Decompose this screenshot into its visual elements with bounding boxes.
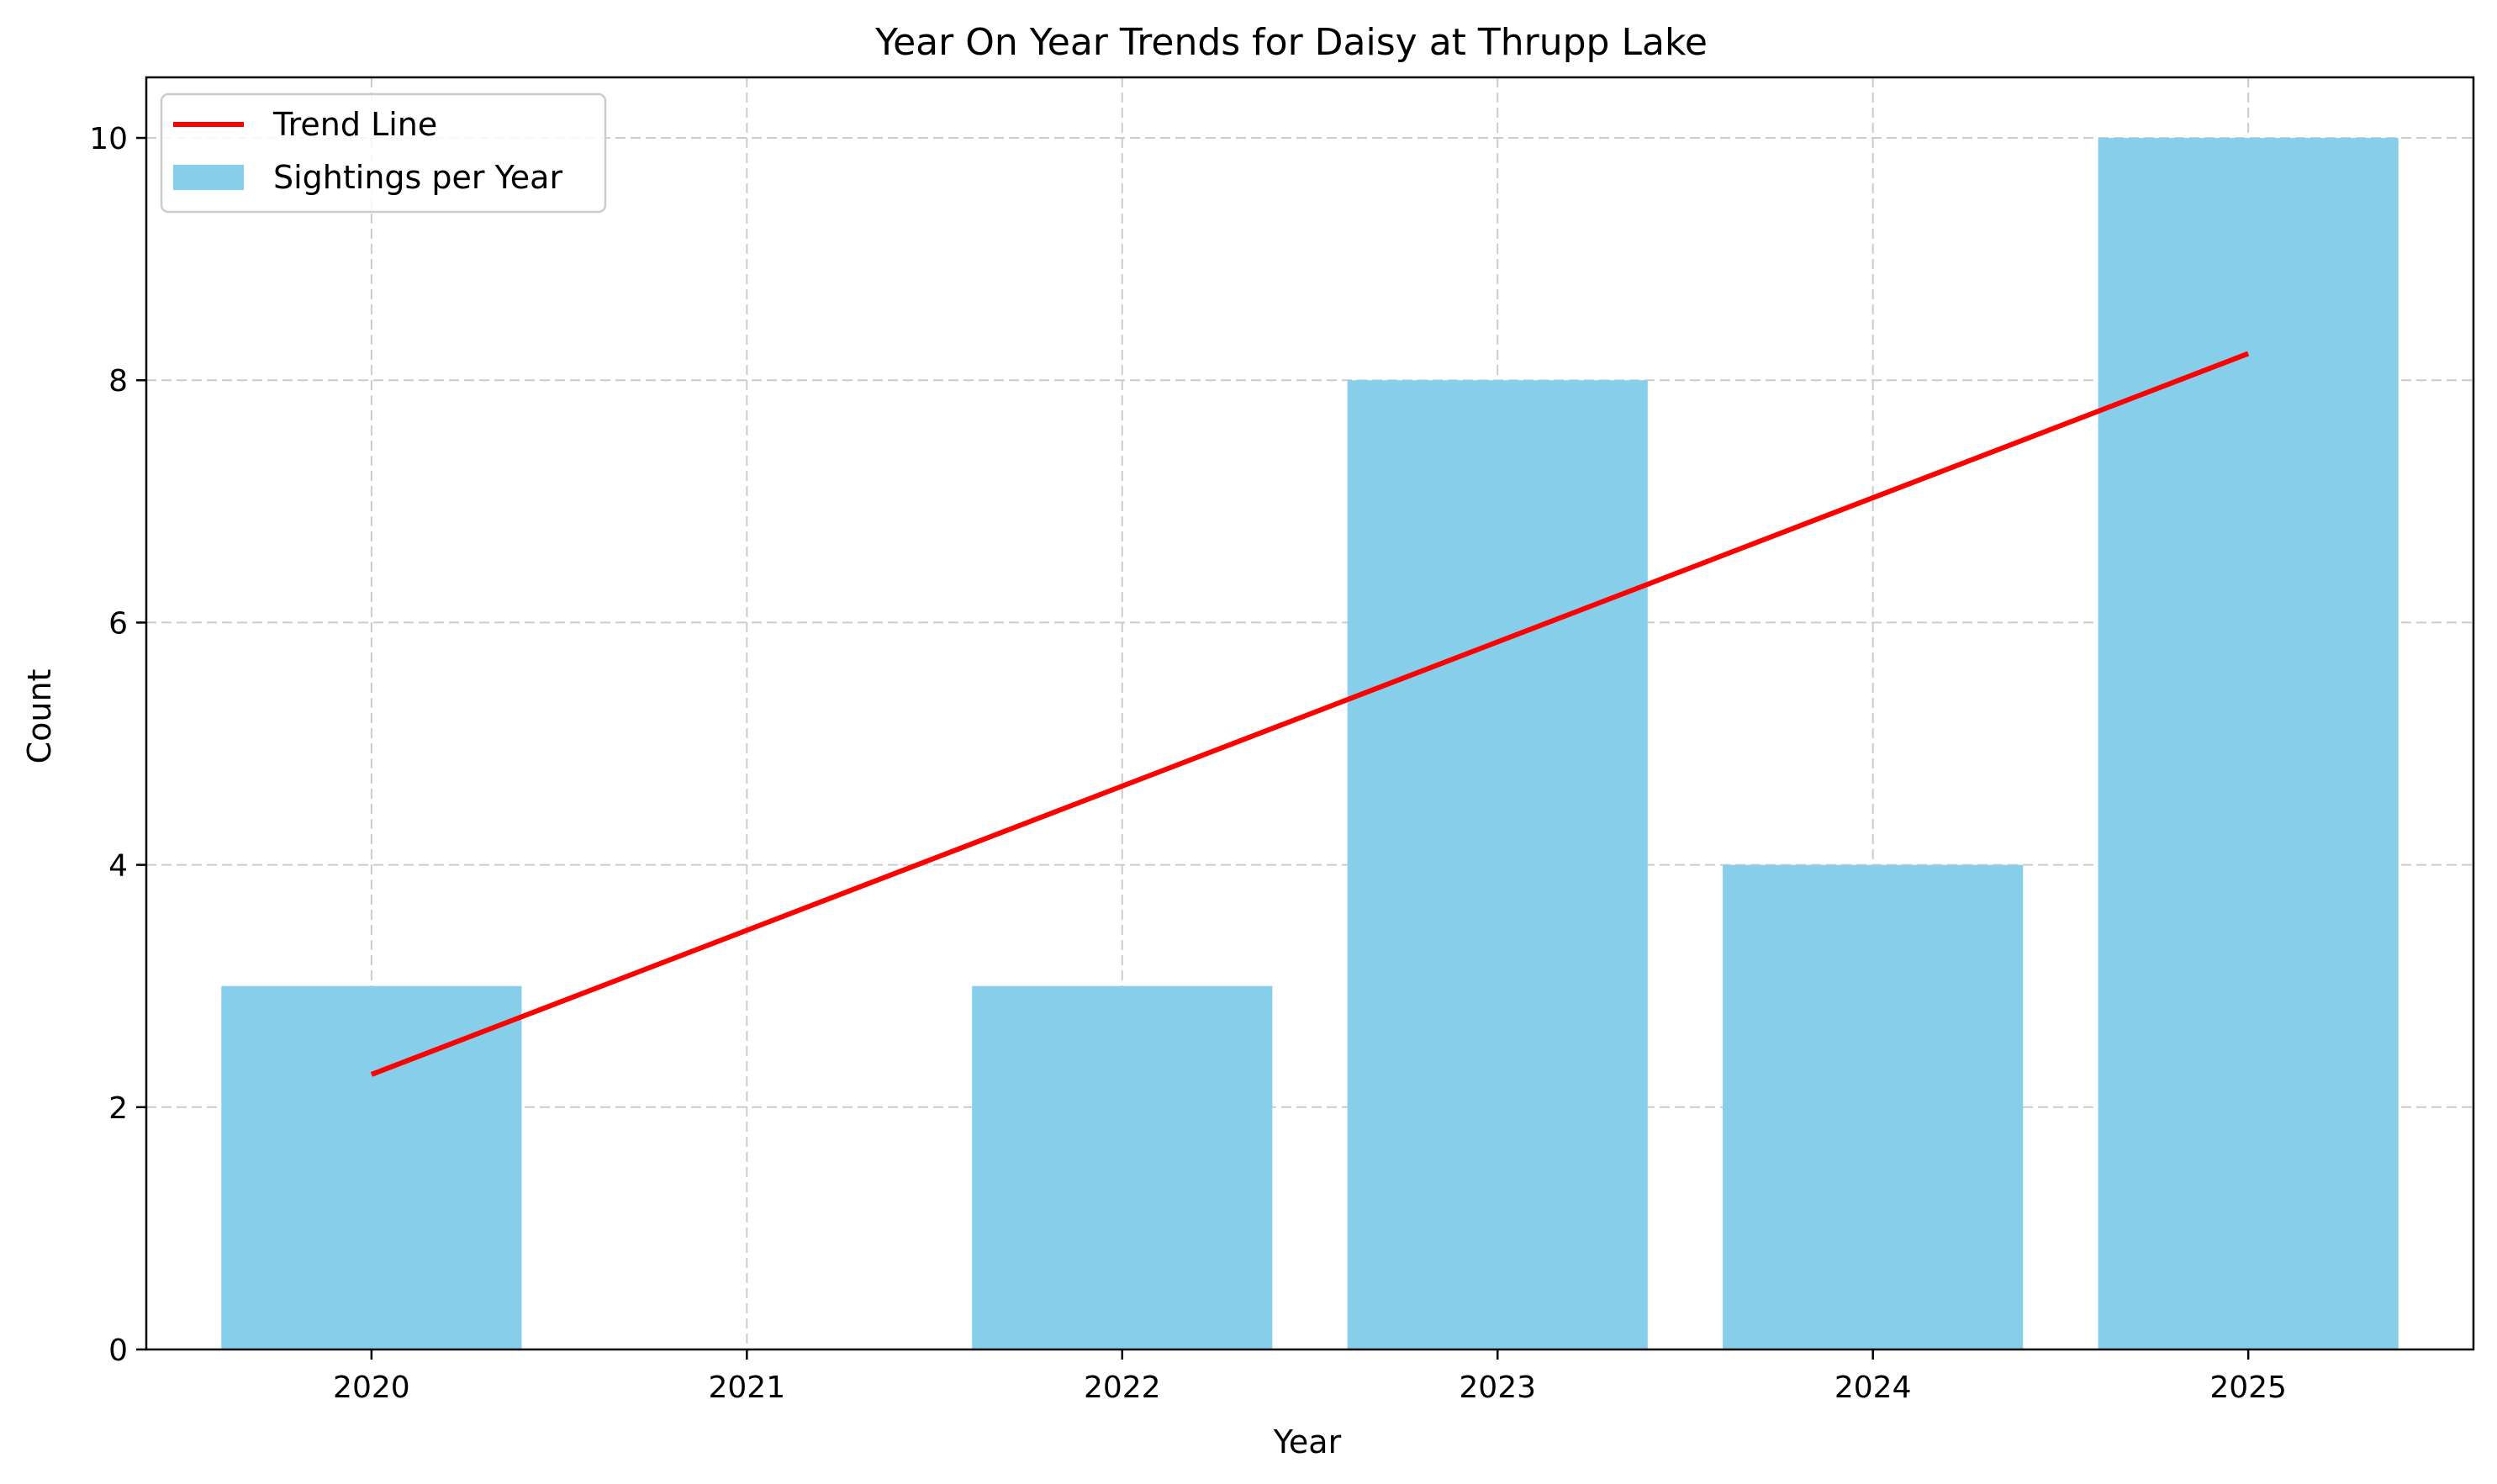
chart-title: Year On Year Trends for Daisy at Thrupp … — [874, 21, 1708, 64]
x-axis-ticks: 2020 2021 2022 2023 2024 2025 — [333, 1349, 2287, 1405]
y-tick-label-6: 6 — [108, 606, 128, 641]
x-tick-label-2025: 2025 — [2209, 1370, 2287, 1405]
x-tick-label-2021: 2021 — [709, 1370, 786, 1405]
y-tick-label-2: 2 — [108, 1091, 128, 1126]
legend-swatch-sightings — [173, 165, 244, 190]
legend-box — [160, 92, 607, 214]
x-tick-label-2024: 2024 — [1834, 1370, 1912, 1405]
y-tick-label-4: 4 — [108, 849, 128, 884]
legend-label-sightings: Sightings per Year — [273, 159, 562, 196]
y-tick-label-8: 8 — [108, 364, 128, 399]
x-axis-label: Year — [1273, 1423, 1342, 1460]
bar-2020 — [221, 985, 522, 1349]
bars — [221, 138, 2399, 1350]
plot-frame — [145, 76, 2475, 1351]
bar-2023 — [1347, 380, 1648, 1350]
x-tick-label-2020: 2020 — [333, 1370, 410, 1405]
bar-2024 — [1723, 864, 2024, 1349]
bar-2025 — [2098, 138, 2399, 1350]
bar-2022 — [972, 985, 1273, 1349]
x-tick-label-2023: 2023 — [1459, 1370, 1536, 1405]
x-tick-label-2022: 2022 — [1084, 1370, 1161, 1405]
y-axis-label: Count — [21, 669, 58, 764]
y-tick-label-0: 0 — [108, 1333, 128, 1368]
y-tick-label-10: 10 — [89, 122, 128, 156]
legend: Trend Line Sightings per Year — [160, 92, 607, 214]
y-axis-ticks: 0 2 4 6 8 10 — [89, 122, 146, 1368]
trend-line-layer — [370, 351, 2250, 1077]
trend-line — [370, 351, 2250, 1077]
legend-label-trend-line: Trend Line — [272, 106, 437, 143]
